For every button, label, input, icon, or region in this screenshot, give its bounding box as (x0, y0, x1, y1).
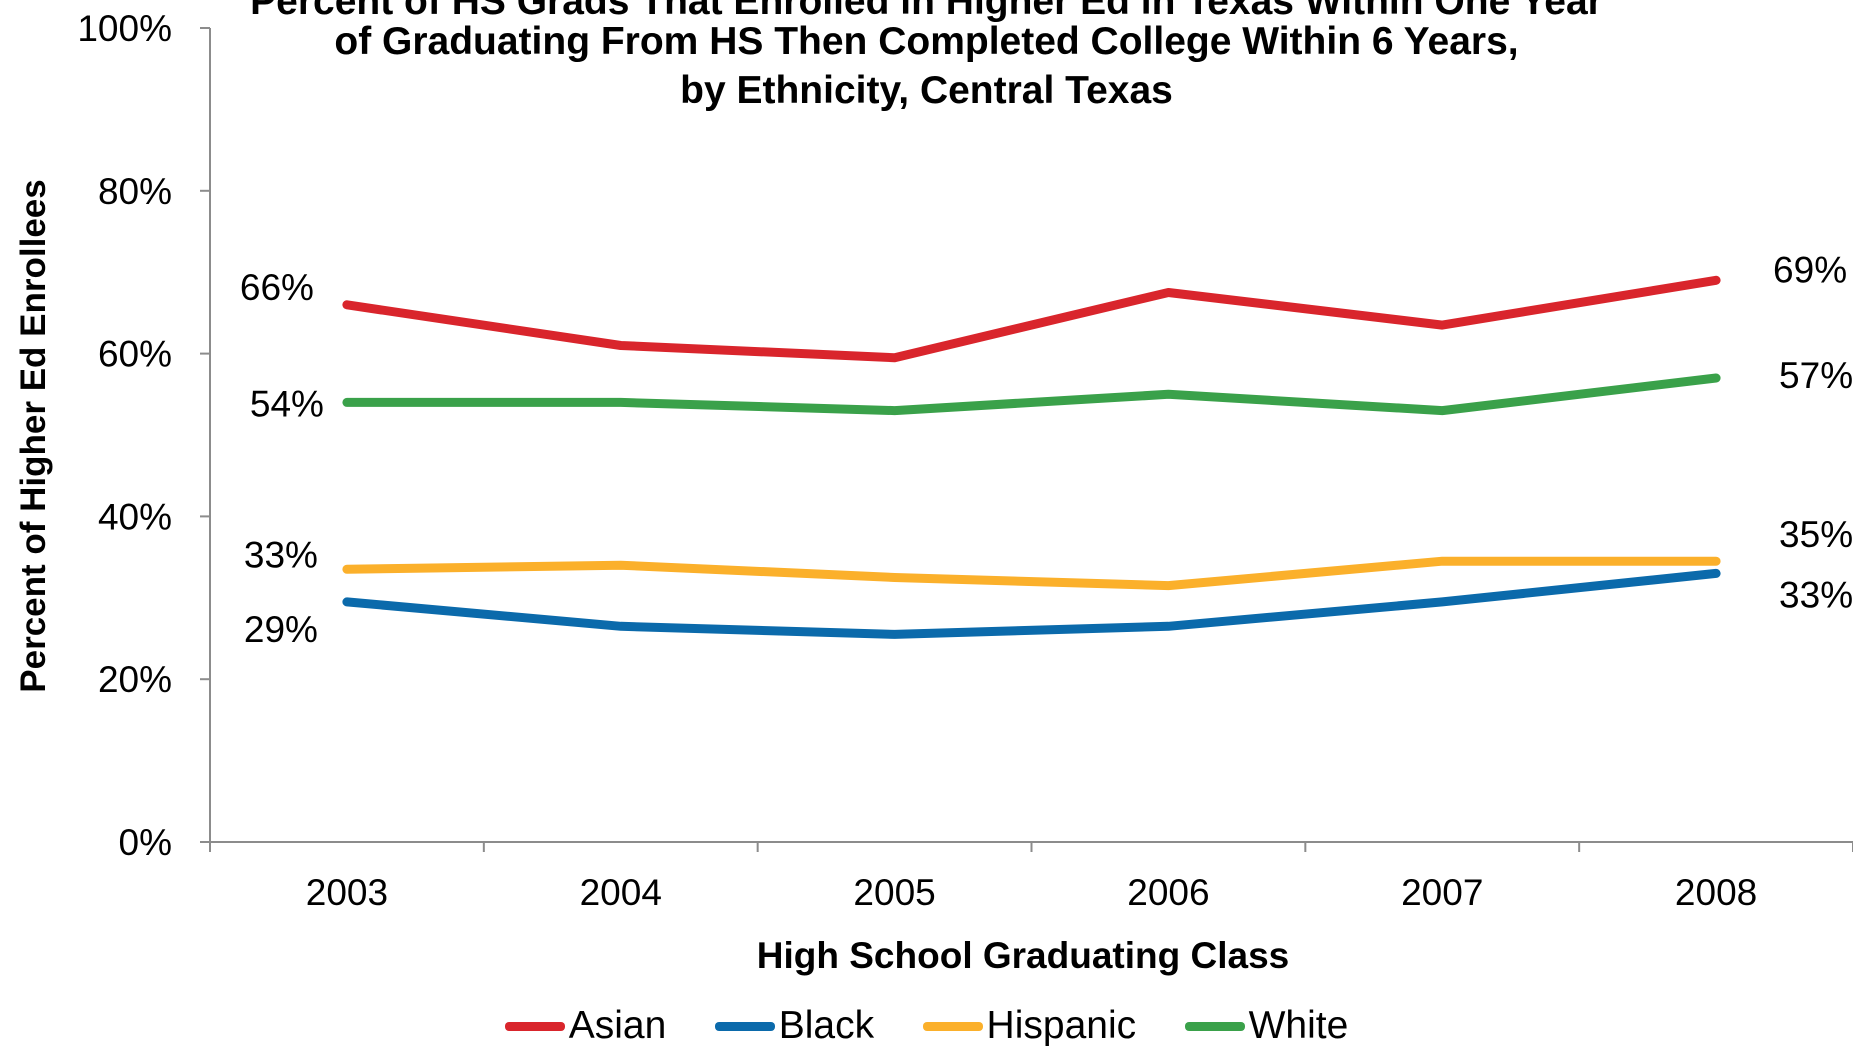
data-label-hispanic-2003: 33% (244, 534, 318, 575)
series-line-white (342, 373, 1721, 416)
legend-swatch-white (1184, 1021, 1245, 1031)
x-tick-label: 2007 (1401, 872, 1483, 913)
data-label-hispanic-2008: 35% (1779, 514, 1853, 555)
data-label-asian-2003: 66% (240, 267, 314, 308)
series-line-asian (342, 275, 1721, 363)
legend-label-hispanic: Hispanic (986, 1004, 1137, 1047)
data-label-black-2003: 29% (244, 609, 318, 650)
legend-label-black: Black (778, 1004, 875, 1047)
data-label-white-2008: 57% (1779, 355, 1853, 396)
y-tick-label: 0% (119, 822, 172, 863)
y-tick-label: 60% (98, 334, 172, 375)
legend: Asian Black Hispanic White (0, 1004, 1853, 1048)
chart-title-line-3: by Ethnicity, Central Texas (680, 69, 1173, 112)
y-tick-label: 40% (98, 496, 172, 537)
axes: 0% 20% 40% 60% 80% 100% 2003 2004 2005 2006 2007 20… (77, 8, 1853, 913)
legend-item-white: White (1184, 1004, 1349, 1048)
data-labels: 66% 69% 29% 33% 33% 35% 54% 57% (240, 249, 1853, 650)
y-tick-label: 100% (77, 8, 172, 49)
legend-swatch-black (714, 1021, 775, 1031)
x-tick-label: 2005 (853, 872, 935, 913)
chart-title-line-1: Percent of HS Grads That Enrolled in Hig… (250, 0, 1603, 23)
data-label-white-2003: 54% (250, 383, 324, 424)
series-layer (342, 275, 1721, 639)
x-tick-label: 2006 (1127, 872, 1209, 913)
series-line-hispanic (342, 556, 1721, 591)
x-tick-label: 2003 (306, 872, 388, 913)
series-line-black (342, 568, 1721, 639)
legend-label-asian: Asian (568, 1004, 667, 1047)
y-tick-label: 20% (98, 659, 172, 700)
data-label-black-2008: 33% (1779, 574, 1853, 615)
y-tick-label: 80% (98, 171, 172, 212)
legend-swatch-hispanic (922, 1021, 983, 1031)
data-label-asian-2008: 69% (1773, 249, 1847, 290)
legend-item-asian: Asian (504, 1004, 667, 1048)
y-axis-label: Percent of Higher Ed Enrollees (14, 179, 53, 693)
x-axis-label: High School Graduating Class (756, 935, 1290, 976)
legend-item-hispanic: Hispanic (922, 1004, 1137, 1048)
legend-swatch-asian (504, 1021, 565, 1031)
x-tick-label: 2008 (1675, 872, 1757, 913)
legend-item-black: Black (714, 1004, 875, 1048)
legend-label-white: White (1248, 1004, 1349, 1047)
x-tick-label: 2004 (580, 872, 662, 913)
chart-title-line-2: of Graduating From HS Then Completed Col… (334, 20, 1519, 63)
